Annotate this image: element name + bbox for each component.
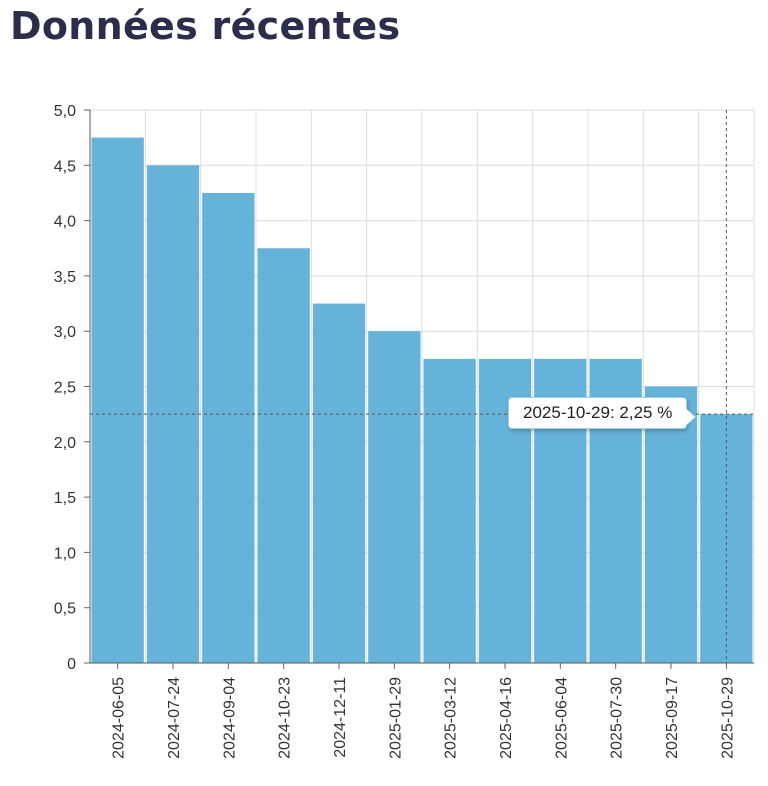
y-tick-label: 4,0 <box>54 214 76 231</box>
chart-tooltip: 2025-10-29: 2,25 % <box>508 397 688 429</box>
bar[interactable] <box>368 331 421 663</box>
y-tick-label: 4,5 <box>54 158 76 175</box>
x-tick-label: 2024-12-11 <box>332 677 349 758</box>
page-title: Données récentes <box>10 4 401 48</box>
y-tick-label: 2,0 <box>54 435 76 452</box>
x-axis-ticks: 2024-06-05 2024-07-24 2024-09-04 2024-10-23… <box>111 663 736 759</box>
y-tick-label: 0 <box>67 656 76 673</box>
x-tick-label: 2025-07-30 <box>609 677 626 759</box>
y-tick-label: 2,5 <box>54 380 76 397</box>
chart-bars <box>91 137 753 664</box>
chart-grid <box>89 109 755 664</box>
bar[interactable] <box>257 248 310 663</box>
bar[interactable] <box>202 192 255 663</box>
x-tick-label: 2024-07-24 <box>166 677 183 759</box>
y-tick-label: 5,0 <box>54 103 76 120</box>
x-tick-label: 2025-09-17 <box>664 677 681 759</box>
bar[interactable] <box>644 386 698 664</box>
y-tick-label: 0,5 <box>54 601 76 618</box>
x-tick-label: 2025-01-29 <box>387 677 404 759</box>
x-tick-label: 2025-03-12 <box>443 677 460 759</box>
x-tick-label: 2025-06-04 <box>553 677 570 759</box>
y-axis-ticks: 0 0,5 1,0 1,5 2,0 2,5 3,0 3,5 4,0 4,5 5,0 <box>54 103 90 673</box>
y-tick-label: 1,0 <box>54 545 76 562</box>
x-tick-label: 2025-10-29 <box>719 677 736 759</box>
x-tick-label: 2024-10-23 <box>277 677 294 759</box>
x-tick-label: 2024-06-05 <box>111 677 128 759</box>
x-tick-label: 2024-09-04 <box>221 677 238 759</box>
bar[interactable] <box>146 165 200 664</box>
x-tick-label: 2025-04-16 <box>498 677 515 759</box>
y-tick-label: 3,0 <box>54 324 76 341</box>
bar[interactable] <box>91 137 144 663</box>
y-tick-label: 3,5 <box>54 269 76 286</box>
y-tick-label: 1,5 <box>54 490 76 507</box>
bar[interactable] <box>423 358 476 663</box>
bar[interactable] <box>312 303 366 663</box>
